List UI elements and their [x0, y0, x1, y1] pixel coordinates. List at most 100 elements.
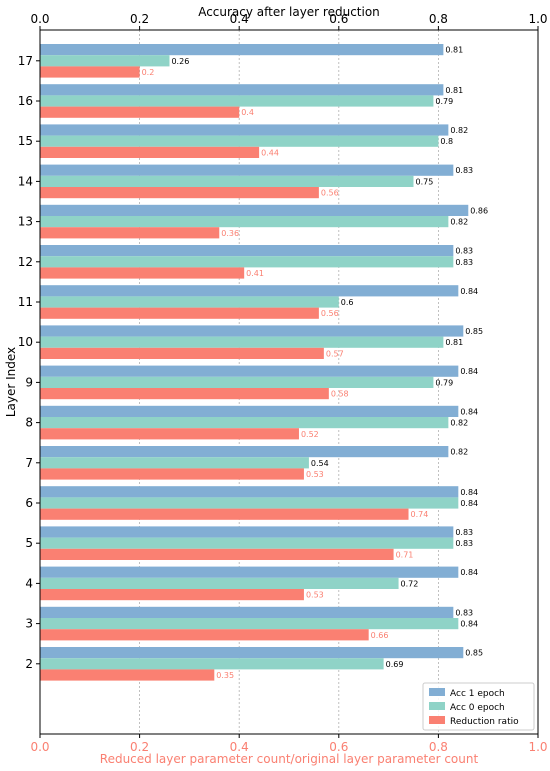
bar-value-label: 0.84	[460, 499, 478, 508]
bar-value-label: 0.66	[371, 631, 389, 640]
top-tick-label: 0.6	[329, 12, 348, 26]
bar-value-label: 0.84	[460, 620, 478, 629]
bar	[40, 164, 454, 176]
bar-value-label: 0.53	[306, 470, 324, 479]
legend-box	[422, 682, 535, 731]
y-axis-title: Layer Index	[4, 347, 18, 417]
bar	[40, 175, 414, 187]
bar-value-label: 0.53	[306, 591, 324, 600]
bar	[40, 84, 444, 96]
legend-label: Reduction ratio	[450, 717, 519, 727]
bar-value-label: 0.8	[440, 137, 453, 146]
y-tick-label: 17	[18, 54, 33, 68]
bar-value-label: 0.83	[455, 539, 473, 548]
bar-value-label: 0.84	[460, 407, 478, 416]
bar	[40, 526, 454, 538]
bar	[40, 566, 459, 578]
y-tick-label: 10	[18, 335, 33, 349]
bar	[40, 376, 434, 388]
y-tick-label: 8	[25, 416, 33, 430]
bar	[40, 468, 304, 480]
top-tick-label: 0.4	[230, 12, 249, 26]
bar	[40, 428, 299, 440]
bar	[40, 347, 324, 359]
bar	[40, 187, 319, 199]
bar-value-label: 0.86	[470, 206, 488, 215]
bar-value-label: 0.58	[331, 390, 349, 399]
bar-value-label: 0.84	[460, 287, 478, 296]
y-tick-label: 12	[18, 255, 33, 269]
bar-value-label: 0.85	[465, 327, 483, 336]
bar	[40, 577, 399, 589]
bar	[40, 204, 469, 216]
bar-value-label: 0.85	[465, 649, 483, 658]
bar-value-label: 0.56	[321, 189, 339, 198]
bar-value-label: 0.74	[411, 510, 429, 519]
bar	[40, 106, 240, 118]
bar-value-label: 0.83	[455, 258, 473, 267]
y-tick-label: 13	[18, 215, 33, 229]
bottom-tick-label: 0.0	[30, 740, 49, 754]
y-tick-label: 5	[25, 536, 33, 550]
y-tick-label: 4	[25, 576, 33, 590]
bar	[40, 55, 170, 67]
bar	[40, 589, 304, 601]
bar	[40, 388, 329, 400]
y-tick-label: 14	[18, 174, 33, 188]
bar-value-label: 0.84	[460, 488, 478, 497]
bars	[40, 44, 469, 681]
bar	[40, 146, 260, 158]
bar-value-label: 0.84	[460, 367, 478, 376]
bar-value-label: 0.72	[401, 579, 419, 588]
bar	[40, 296, 339, 308]
bar-value-label: 0.41	[246, 269, 264, 278]
bar-value-label: 0.75	[416, 177, 434, 186]
bar-value-label: 0.54	[311, 459, 329, 468]
bar	[40, 307, 319, 319]
bar-value-label: 0.79	[435, 378, 453, 387]
y-tick-label: 6	[25, 496, 33, 510]
bar-value-label: 0.81	[445, 46, 463, 55]
bar	[40, 227, 220, 239]
bar-value-label: 0.83	[455, 247, 473, 256]
bar	[40, 606, 454, 618]
bar	[40, 336, 444, 348]
legend-swatch	[429, 688, 445, 696]
bar	[40, 267, 245, 279]
legend-swatch	[429, 702, 445, 710]
top-tick-label: 0.2	[130, 12, 149, 26]
bar-value-label: 0.56	[321, 309, 339, 318]
bar	[40, 548, 394, 560]
bar-value-label: 0.26	[171, 57, 189, 66]
y-tick-label: 11	[18, 295, 33, 309]
bar	[40, 537, 454, 549]
bar	[40, 256, 454, 268]
bottom-tick-label: 0.2	[130, 740, 149, 754]
bottom-axis-title: Reduced layer parameter count/original l…	[100, 752, 479, 766]
bottom-tick-label: 0.6	[329, 740, 348, 754]
bar-value-label: 0.81	[445, 338, 463, 347]
bar-value-label: 0.79	[435, 97, 453, 106]
bar	[40, 124, 449, 136]
legend-label: Acc 1 epoch	[450, 689, 505, 699]
bar-value-label: 0.6	[341, 298, 354, 307]
bar	[40, 44, 444, 56]
bar-value-label: 0.2	[142, 68, 155, 77]
bottom-tick-label: 1.0	[528, 740, 547, 754]
bar	[40, 486, 459, 498]
legend: Acc 1 epoch Acc 0 epoch Reduction ratio	[422, 682, 535, 731]
bar-value-label: 0.52	[301, 430, 319, 439]
bar	[40, 405, 459, 417]
value-labels: 0.81 0.26 0.2 0.81 0.79 0.4 0.82 0.8 0.44 0.83 0.7…	[142, 46, 488, 680]
bottom-tick-label: 0.4	[230, 740, 249, 754]
bar-value-label: 0.81	[445, 86, 463, 95]
y-tick-label: 15	[18, 134, 33, 148]
bar-value-label: 0.82	[450, 448, 468, 457]
y-tick-label: 16	[18, 94, 33, 108]
bar-value-label: 0.83	[455, 608, 473, 617]
bar-value-label: 0.82	[450, 419, 468, 428]
bar-value-label: 0.83	[455, 166, 473, 175]
bar	[40, 629, 369, 641]
